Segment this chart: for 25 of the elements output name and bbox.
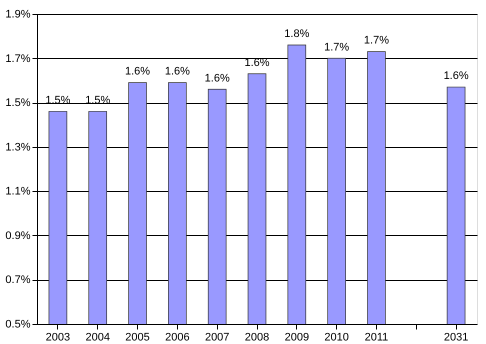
data-label: 1.6% xyxy=(204,72,230,84)
x-tick-label: 2006 xyxy=(165,332,190,344)
data-label: 1.6% xyxy=(444,70,469,82)
data-label: 1.7% xyxy=(324,41,350,54)
y-tick-label: 1.1% xyxy=(5,186,31,198)
y-tick-label: 0.9% xyxy=(5,230,31,242)
y-tick-label: 1.3% xyxy=(5,141,31,154)
data-label: 1.6% xyxy=(164,66,190,78)
data-label: 1.6% xyxy=(125,66,150,78)
y-tick-label: 0.5% xyxy=(5,318,31,330)
y-tick-label: 1.7% xyxy=(5,52,31,65)
x-tick-label: 2007 xyxy=(204,332,230,344)
data-label: 1.8% xyxy=(284,28,310,40)
data-label: 1.7% xyxy=(364,34,390,47)
x-tick-label: 2011 xyxy=(364,332,388,344)
y-tick-label: 1.5% xyxy=(5,97,31,110)
x-tick-label: 2010 xyxy=(324,332,349,344)
x-tick-label: 2031 xyxy=(444,332,468,344)
x-tick-label: 2008 xyxy=(244,332,270,344)
y-tick-label: 1.9% xyxy=(5,8,31,20)
x-tick-label: 2003 xyxy=(46,332,70,344)
y-tick-label: 0.7% xyxy=(5,274,31,286)
x-tick-label: 2005 xyxy=(125,332,150,344)
x-tick-label: 2009 xyxy=(284,332,310,344)
x-tick-label: 2004 xyxy=(85,332,110,344)
